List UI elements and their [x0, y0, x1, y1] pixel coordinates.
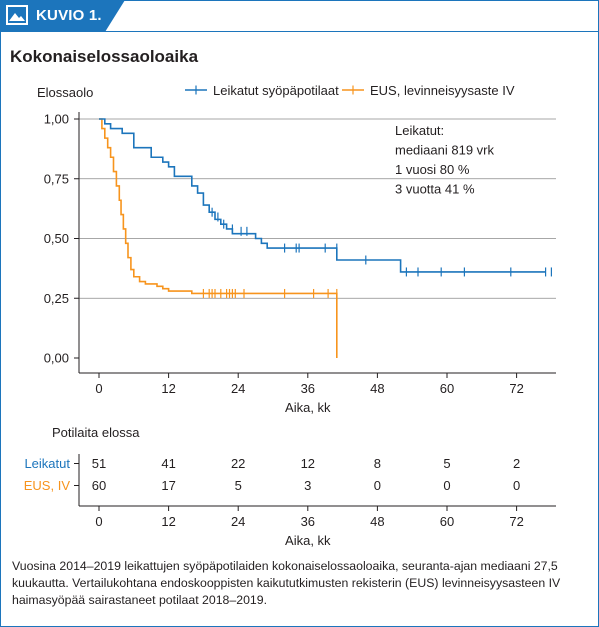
risk-x-tick-label: 0	[95, 514, 102, 529]
chart-title: Kokonaiselossaoloaika	[10, 47, 199, 66]
legend-label: Leikatut syöpäpotilaat	[213, 83, 339, 98]
risk-x-tick-label: 72	[509, 514, 523, 529]
y-axis-label: Elossaolo	[37, 85, 93, 100]
figure-header: KUVIO 1.	[0, 0, 599, 32]
y-tick-label: 0,50	[44, 231, 69, 246]
y-tick-label: 0,75	[44, 171, 69, 186]
x-axis-label: Aika, kk	[285, 400, 331, 415]
figure-caption: Vuosina 2014–2019 leikattujen syöpäpotil…	[12, 559, 561, 607]
y-tick-label: 1,00	[44, 112, 69, 127]
risk-value: 60	[92, 478, 106, 493]
risk-value: 3	[304, 478, 311, 493]
y-tick-label: 0,00	[44, 351, 69, 366]
risk-value: 22	[231, 456, 245, 471]
x-tick-label: 0	[95, 381, 102, 396]
risk-value: 5	[443, 456, 450, 471]
image-icon	[6, 5, 28, 25]
risk-value: 12	[301, 456, 315, 471]
kuvio-label: KUVIO 1.	[36, 7, 102, 24]
series-line	[99, 118, 338, 358]
x-tick-label: 48	[370, 381, 384, 396]
risk-value: 8	[374, 456, 381, 471]
y-tick-label: 0,25	[44, 291, 69, 306]
annotation-line: mediaani 819 vrk	[395, 143, 494, 158]
risk-value: 2	[513, 456, 520, 471]
risk-x-tick-label: 48	[370, 514, 384, 529]
risk-x-tick-label: 24	[231, 514, 245, 529]
risk-x-tick-label: 36	[301, 514, 315, 529]
risk-value: 5	[235, 478, 242, 493]
risk-x-axis-label: Aika, kk	[285, 533, 331, 548]
risk-value: 0	[443, 478, 450, 493]
annotation-line: Leikatut:	[395, 123, 444, 138]
risk-x-tick-label: 12	[161, 514, 175, 529]
risk-row-label: Leikatut	[24, 456, 70, 471]
risk-value: 51	[92, 456, 106, 471]
x-tick-label: 12	[161, 381, 175, 396]
x-tick-label: 36	[301, 381, 315, 396]
risk-value: 0	[513, 478, 520, 493]
x-tick-label: 60	[440, 381, 454, 396]
risk-row-label: EUS, IV	[24, 478, 71, 493]
risk-value: 17	[161, 478, 175, 493]
risk-table-title: Potilaita elossa	[52, 425, 140, 440]
annotation-line: 3 vuotta 41 %	[395, 182, 475, 197]
risk-value: 41	[161, 456, 175, 471]
risk-value: 0	[374, 478, 381, 493]
header-divider	[100, 31, 599, 32]
x-tick-label: 24	[231, 381, 245, 396]
risk-x-tick-label: 60	[440, 514, 454, 529]
series-line	[99, 118, 546, 273]
legend-label: EUS, levinneisyysaste IV	[370, 83, 515, 98]
x-tick-label: 72	[509, 381, 523, 396]
annotation-line: 1 vuosi 80 %	[395, 162, 470, 177]
